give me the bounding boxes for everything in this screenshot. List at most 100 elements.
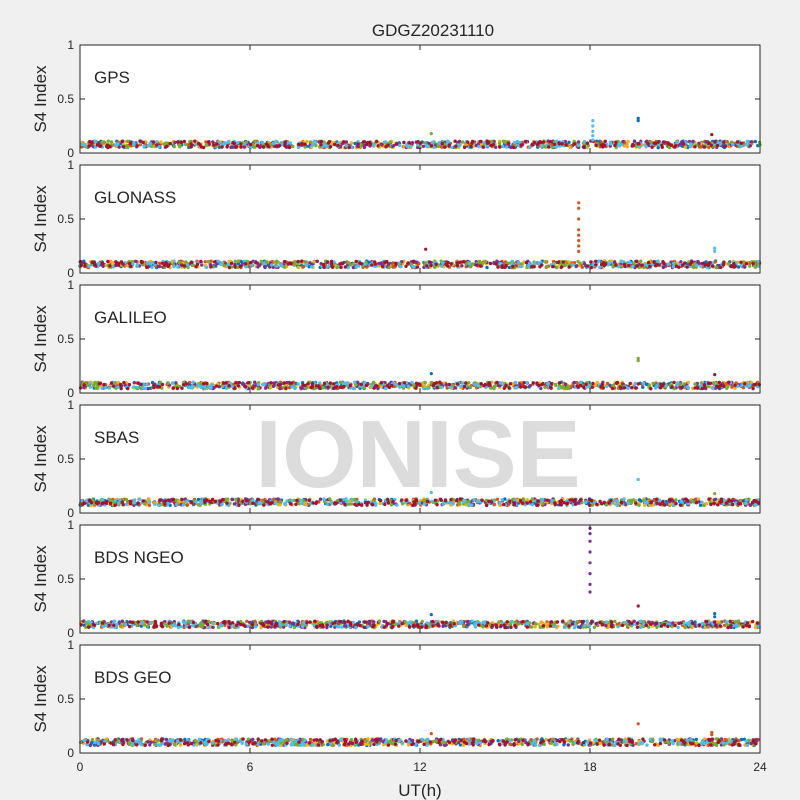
data-point — [148, 262, 153, 266]
data-point — [422, 386, 426, 391]
data-point — [551, 264, 555, 269]
data-point — [489, 139, 494, 144]
data-point — [276, 383, 281, 387]
data-point — [547, 145, 551, 149]
data-point — [640, 263, 644, 267]
data-point — [326, 260, 330, 264]
data-point — [549, 382, 554, 386]
data-point — [717, 380, 721, 385]
data-point — [152, 385, 156, 390]
data-point — [330, 264, 334, 268]
data-point — [431, 383, 436, 388]
data-point — [315, 259, 319, 263]
data-point — [522, 381, 526, 385]
data-point — [244, 265, 248, 269]
data-point — [726, 384, 730, 389]
data-point — [261, 145, 266, 149]
data-point — [347, 145, 351, 149]
data-point — [671, 261, 676, 265]
data-point — [614, 140, 618, 144]
data-point — [180, 386, 184, 390]
spike-point — [710, 133, 714, 137]
data-point — [142, 144, 146, 148]
y-tick-label: 0.5 — [57, 92, 74, 106]
data-point — [220, 261, 224, 265]
data-point — [483, 259, 488, 264]
data-point — [132, 385, 136, 389]
data-point — [551, 145, 555, 149]
data-point — [450, 383, 454, 387]
data-point — [288, 141, 293, 145]
data-point — [128, 502, 133, 506]
data-point — [333, 385, 338, 390]
data-point — [467, 381, 471, 385]
data-point — [478, 264, 483, 268]
data-point — [335, 265, 339, 270]
data-point — [309, 265, 314, 269]
data-point — [354, 265, 358, 269]
data-point — [667, 142, 671, 146]
data-point — [752, 383, 756, 387]
data-point — [290, 385, 294, 389]
data-point — [503, 497, 507, 501]
data-point — [206, 140, 211, 144]
data-point — [177, 499, 181, 503]
data-point — [329, 261, 334, 266]
data-point — [652, 260, 656, 264]
data-point — [460, 264, 464, 268]
data-point — [417, 261, 421, 266]
data-point — [684, 497, 688, 501]
data-point — [470, 139, 475, 144]
data-point — [395, 142, 399, 146]
data-point — [675, 140, 679, 145]
data-point — [187, 385, 192, 390]
data-point — [503, 265, 507, 269]
data-point — [248, 142, 253, 147]
data-point — [383, 260, 387, 265]
data-point — [598, 265, 602, 269]
data-point — [242, 145, 247, 149]
data-point — [234, 497, 238, 501]
data-point — [575, 381, 579, 385]
data-point — [664, 499, 668, 504]
data-point — [236, 261, 240, 266]
data-point — [271, 141, 276, 145]
data-point — [440, 141, 444, 146]
data-point — [363, 381, 367, 385]
data-point — [227, 265, 232, 270]
data-point — [230, 265, 234, 269]
data-point — [387, 265, 391, 270]
data-point — [528, 145, 532, 150]
data-point — [90, 260, 94, 265]
data-point — [241, 382, 246, 387]
data-point — [277, 143, 282, 148]
data-point — [715, 265, 719, 270]
data-point — [122, 380, 126, 385]
data-point — [416, 140, 420, 144]
data-point — [661, 382, 666, 386]
data-point — [530, 143, 535, 147]
data-point — [748, 503, 753, 507]
data-point — [145, 265, 149, 269]
data-point — [535, 142, 540, 147]
data-point — [411, 264, 415, 269]
data-point — [211, 265, 216, 269]
data-point — [721, 263, 726, 267]
data-point — [80, 502, 85, 506]
data-point — [421, 144, 426, 148]
data-point — [510, 259, 514, 263]
data-point — [588, 503, 592, 507]
data-point — [698, 503, 703, 507]
data-point — [516, 260, 521, 265]
data-point — [138, 497, 142, 501]
data-point — [618, 385, 622, 389]
data-point — [467, 261, 472, 266]
data-point — [108, 264, 112, 268]
data-point — [605, 381, 610, 386]
data-point — [598, 499, 602, 504]
data-point — [168, 141, 172, 146]
data-point — [636, 382, 640, 386]
data-point — [496, 265, 500, 269]
data-point — [135, 264, 139, 269]
